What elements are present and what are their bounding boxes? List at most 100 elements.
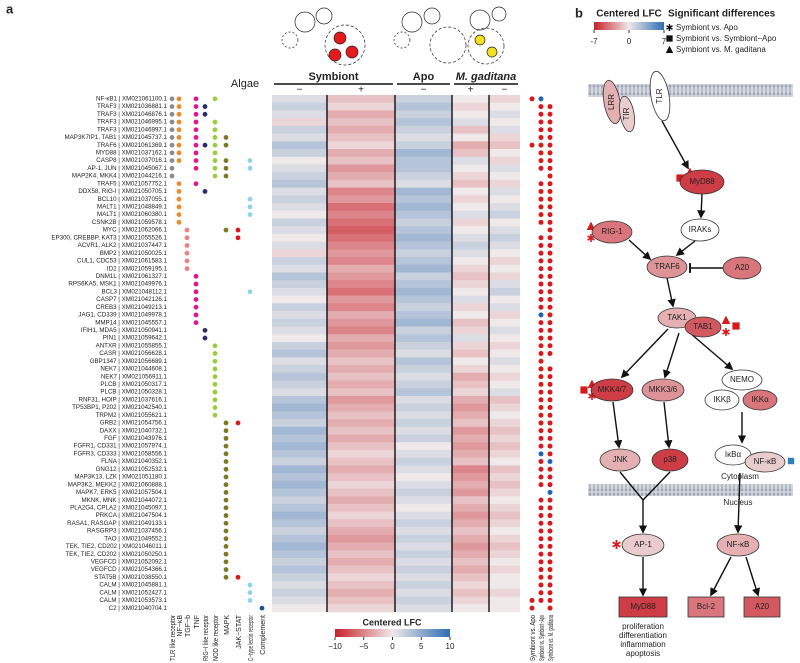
heatmap-cell — [327, 164, 395, 173]
heatmap-cell — [452, 596, 489, 605]
heatmap-cell — [272, 604, 327, 613]
node-label: p38 — [663, 455, 677, 464]
row-label: TRAF6 | XM021061369.1 — [97, 142, 168, 149]
heatmap-cell — [327, 318, 395, 327]
heatmap-cell — [452, 442, 489, 451]
row-label: RPS6KA5, MSK1 | XM021049976.1 — [68, 281, 167, 288]
heatmap-cell — [395, 573, 452, 582]
legend-tick-label: 7 — [662, 37, 667, 46]
significance-dot — [538, 474, 544, 480]
heatmap-cell — [395, 179, 452, 188]
heatmap-cell — [327, 141, 395, 150]
row-label: RASGRP3 | XM021037456.1 — [87, 528, 168, 535]
pathway-dot — [212, 150, 218, 156]
significance-dot — [547, 204, 553, 210]
node-label: Bcl-2 — [697, 602, 716, 611]
node-label: IKKβ — [713, 395, 731, 404]
nuclear-membrane — [588, 484, 793, 496]
heatmap-cell — [327, 473, 395, 482]
heatmap-cell — [395, 287, 452, 296]
heatmap-cell — [272, 287, 327, 296]
significance-dot — [538, 567, 544, 573]
column-sign: + — [358, 85, 364, 96]
node — [591, 220, 633, 244]
heatmap-cell — [489, 241, 520, 250]
column-sign: + — [468, 85, 474, 96]
heatmap-cell — [452, 511, 489, 520]
significance-dot — [547, 466, 553, 472]
column-sign: − — [502, 85, 508, 96]
heatmap-cell — [489, 125, 520, 134]
pathway-label: JAK−STAT — [236, 614, 243, 649]
pathway-dot — [223, 551, 229, 557]
pathway-dot — [176, 212, 182, 218]
pathway-dot — [223, 520, 229, 526]
row-label: JAG1, CD339 | XM021049978.1 — [78, 312, 167, 319]
heatmap-cell — [452, 604, 489, 613]
significance-dot — [538, 158, 544, 164]
heatmap-cell — [452, 326, 489, 335]
heatmap-cell — [327, 380, 395, 389]
significance-dot — [547, 134, 553, 140]
significance-dot — [547, 582, 553, 588]
heatmap-cell — [452, 110, 489, 119]
significance-dot — [547, 574, 553, 580]
heatmap-cell — [395, 326, 452, 335]
heatmap-cell — [489, 604, 520, 613]
heatmap-cell — [395, 473, 452, 482]
significance-dot — [547, 158, 553, 164]
row-label: MYC | XM021062066.1 — [103, 227, 168, 234]
heatmap-cell — [452, 226, 489, 235]
node-label: MKK4/7 — [598, 385, 627, 394]
node-label: NF-κB — [727, 540, 750, 549]
heatmap-cell — [272, 442, 327, 451]
significance-dot — [538, 582, 544, 588]
row-label: VEGFCD | XM021052092.1 — [91, 558, 168, 565]
significance-dot — [547, 327, 553, 333]
heatmap-cell — [395, 334, 452, 343]
heatmap-cell — [272, 511, 327, 520]
heatmap-cell — [395, 388, 452, 397]
outcome-label: apoptosis — [626, 649, 660, 658]
pathway-dot — [193, 142, 199, 148]
significance-dot — [538, 273, 544, 279]
heatmap-cell — [395, 372, 452, 381]
node — [619, 95, 635, 133]
outcome-label: differentiation — [619, 631, 667, 640]
significance-dot — [538, 335, 544, 341]
heatmap-cell — [395, 218, 452, 227]
pathway-dot — [223, 459, 229, 464]
pathway-dot — [184, 258, 190, 264]
row-label: MAP3K7IP1, TAB1 | XM021045737.1 — [64, 134, 167, 141]
significance-marker-up — [787, 457, 795, 465]
heatmap-cell — [327, 241, 395, 250]
pathway-dot — [193, 304, 199, 310]
heatmap-cell — [489, 249, 520, 258]
pathway-dot — [223, 142, 229, 148]
pathway-dot — [212, 119, 218, 125]
heatmap-cell — [395, 357, 452, 366]
heatmap-cell — [327, 403, 395, 412]
heatmap-cell — [452, 357, 489, 366]
node — [722, 256, 762, 280]
node — [621, 533, 665, 557]
node — [680, 218, 720, 242]
pathway-dot — [247, 582, 253, 588]
heatmap-cell — [489, 149, 520, 158]
heatmap-cell — [489, 203, 520, 212]
pathway-dot — [193, 119, 199, 125]
heatmap-cell — [489, 210, 520, 219]
significance-dot — [547, 289, 553, 295]
heatmap-cell — [272, 388, 327, 397]
significance-dot — [538, 96, 544, 102]
row-label: TRAF3 | XM021046997.1 — [97, 126, 168, 133]
heatmap-cell — [327, 257, 395, 266]
significance-dot — [538, 405, 544, 411]
heatmap-cell — [272, 257, 327, 266]
row-label: MAP2K4, MKK4 | XM021044216.1 — [72, 173, 168, 180]
node-label: RIG-1 — [601, 227, 623, 236]
node — [599, 448, 641, 472]
heatmap-cell — [489, 287, 520, 296]
heatmap-cell — [272, 488, 327, 497]
row-label: MAP3K2, MEKK2 | XM021060888.1 — [68, 481, 168, 488]
